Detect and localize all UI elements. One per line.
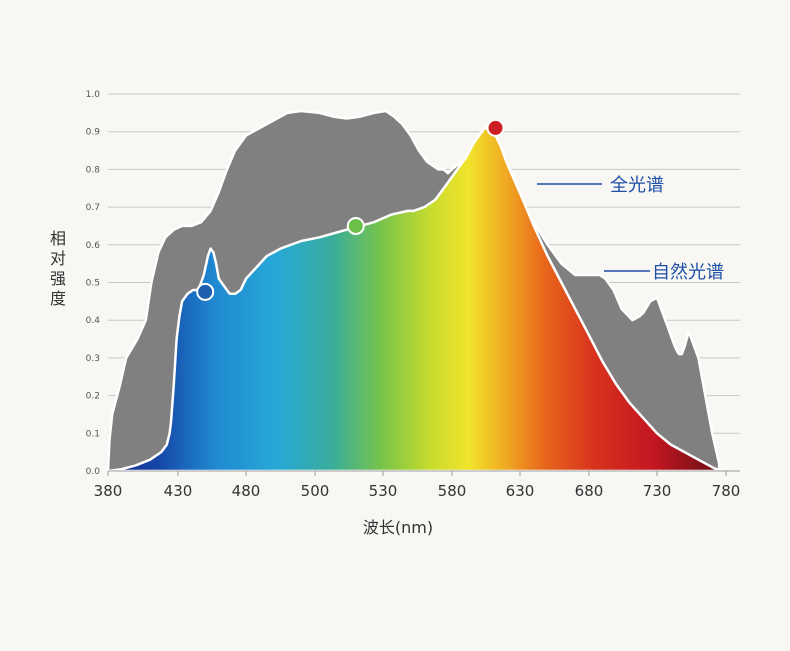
y-axis-label-char: 度 [50,289,66,308]
x-tick-label-730: 730 [643,482,672,500]
peak-marker-3 [486,118,505,137]
y-tick-label-0.8: 0.8 [86,165,101,175]
y-tick-label-0.2: 0.2 [86,392,100,402]
y-axis-label-char: 强 [50,269,66,288]
peak-marker-2 [346,216,365,235]
y-tick-label-1.0: 1.0 [86,90,101,100]
y-tick-label-0.4: 0.4 [86,316,101,326]
full-spectrum-area [106,126,722,473]
y-tick-label-0.5: 0.5 [86,279,100,289]
legend-label-2: 自然光谱 [652,262,724,283]
x-tick-label-430: 430 [164,482,193,500]
y-tick-label-0.9: 0.9 [86,128,101,138]
x-tick-label-680: 680 [575,482,604,500]
x-tick-label-580: 580 [438,482,467,500]
y-tick-label-0.1: 0.1 [86,429,100,439]
x-tick-label-380: 380 [94,482,123,500]
y-tick-label-0.3: 0.3 [86,354,100,364]
y-tick-label-0.0: 0.0 [86,467,101,477]
y-axis-label-char: 对 [50,249,66,268]
x-tick-label-630: 630 [506,482,535,500]
y-tick-label-0.6: 0.6 [86,241,101,251]
peak-marker-1 [196,282,215,301]
x-axis-label: 波长(nm) [363,518,433,537]
y-tick-label-0.7: 0.7 [86,203,100,213]
y-axis-label: 相对强度 [50,229,66,308]
legend-label-1: 全光谱 [610,175,664,196]
y-axis-label-char: 相 [50,229,66,248]
x-tick-label-480: 480 [232,482,261,500]
x-tick-label-780: 780 [712,482,741,500]
x-tick-label-500: 500 [301,482,330,500]
x-tick-label-530: 530 [369,482,398,500]
